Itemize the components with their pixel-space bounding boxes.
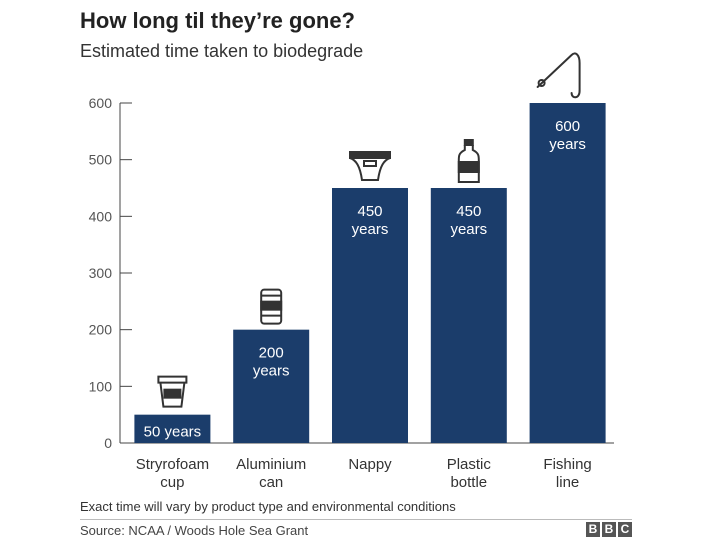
x-tick-label: line [556, 474, 579, 491]
bbc-logo-letter: B [586, 522, 600, 537]
bar-data-label: years [549, 136, 586, 153]
bar-data-label: 50 years [144, 424, 202, 441]
footnote: Exact time will vary by product type and… [80, 499, 456, 514]
y-tick-label: 200 [89, 322, 113, 338]
can-icon-band [260, 300, 283, 311]
y-tick-label: 0 [104, 435, 112, 451]
y-tick-label: 500 [89, 152, 113, 168]
x-tick-label: Nappy [348, 456, 392, 473]
bottle-icon-label [457, 161, 480, 173]
bottle-icon [457, 139, 480, 183]
nappy-icon-waistband [349, 151, 391, 159]
bar-data-label: years [253, 363, 290, 380]
x-tick-label: bottle [450, 474, 487, 491]
cup-icon-band [163, 388, 182, 399]
bottle-icon-cap [463, 139, 474, 146]
fishing-line-icon-reel [537, 79, 546, 87]
bar-data-label: 450 [456, 203, 481, 220]
x-tick-label: Stryrofoam [136, 456, 209, 473]
y-tick-label: 100 [89, 378, 113, 394]
nappy-icon [349, 151, 391, 181]
bbc-logo-letter: B [602, 522, 616, 537]
cup-icon-outline [157, 375, 188, 408]
footer-divider [80, 519, 632, 520]
fishing-line-icon-line [536, 52, 581, 92]
source-credit: Source: NCAA / Woods Hole Sea Grant [80, 523, 309, 538]
bar-data-label: 200 [259, 345, 284, 362]
bbc-logo: B B C [586, 522, 632, 537]
cup-icon [157, 375, 188, 408]
bar-chart: 0 100 200 300 400 500 600 50 years Stryrofoamcup… [89, 52, 614, 491]
chart-title: How long til they’re gone? [80, 8, 355, 33]
can-icon [260, 288, 283, 325]
x-tick-label: can [259, 474, 283, 491]
bar [233, 329, 310, 443]
fishing-line-icon-hook [570, 90, 581, 99]
x-tick-label: Aluminium [236, 456, 306, 473]
nappy-icon-tab [363, 160, 377, 167]
fishing-line-icon [536, 52, 581, 99]
bar [529, 103, 606, 443]
chart-subtitle: Estimated time taken to biodegrade [80, 41, 364, 61]
bar-data-label: 600 [555, 118, 580, 135]
bar [332, 188, 408, 443]
bar-data-label: years [450, 221, 487, 238]
bar [430, 188, 507, 443]
y-tick-label: 300 [89, 265, 113, 281]
y-tick-label: 600 [89, 95, 113, 111]
x-tick-label: Plastic [447, 456, 492, 473]
x-tick-label: Fishing [543, 456, 591, 473]
bottle-icon-body [457, 145, 480, 183]
bbc-logo-letter: C [618, 522, 632, 537]
bar-data-label: 450 [357, 203, 382, 220]
bar-data-label: years [352, 221, 389, 238]
x-tick-label: cup [160, 474, 184, 491]
y-tick-label: 400 [89, 208, 113, 224]
bar [134, 414, 211, 443]
